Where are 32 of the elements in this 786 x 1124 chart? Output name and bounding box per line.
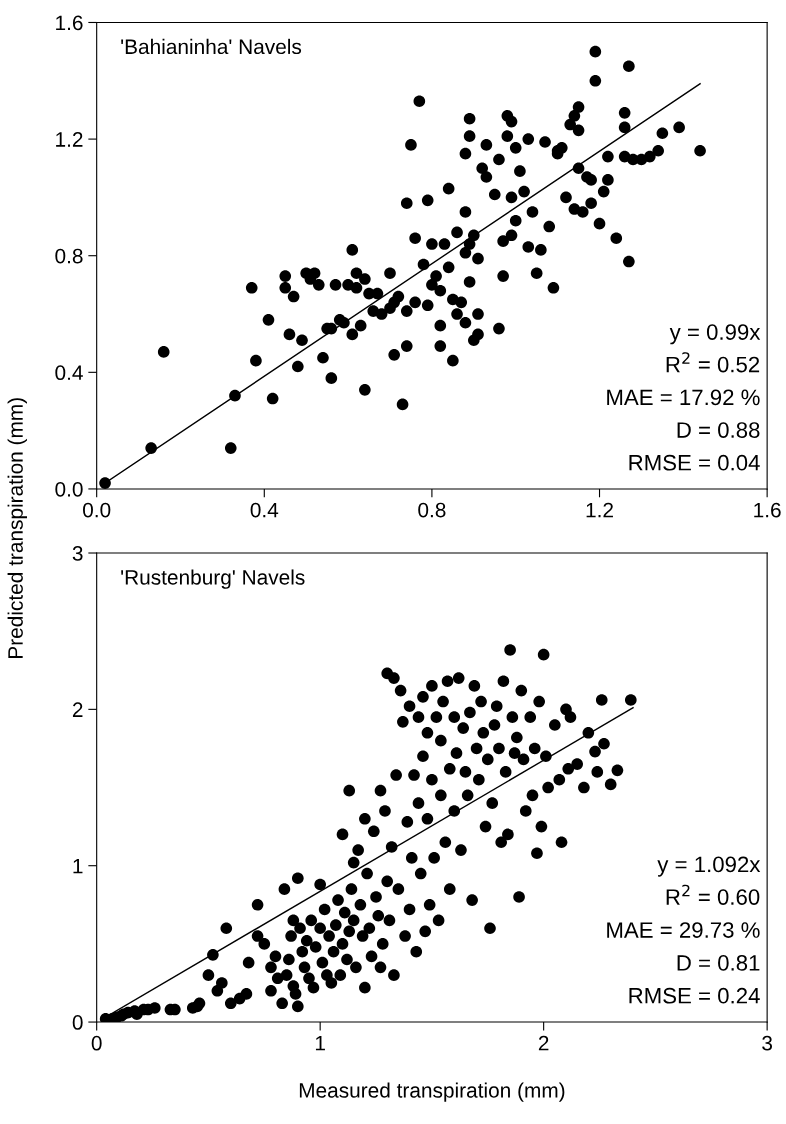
annotation: R$^{2}$ = 0.60 — [666, 884, 760, 905]
y-tick-label: 1 — [73, 858, 83, 874]
x-tick-label: 0 — [91, 1035, 102, 1051]
y-tick-label: 0.0 — [55, 481, 83, 497]
x-tick-label: 0.0 — [83, 502, 111, 518]
x-tick-label: 0.4 — [250, 502, 279, 518]
text: 'Bahianinha' Navels — [121, 38, 302, 55]
annotation: MAE = 17.92 % — [607, 389, 760, 406]
y-axis-title: Predicted transpiration (mm) — [7, 398, 27, 658]
y-tick-label: 1.2 — [56, 132, 83, 147]
x-tick-label: 3 — [762, 1035, 773, 1051]
x-tick-label: 1.2 — [586, 502, 613, 518]
annotation: y = 1.092x — [657, 856, 761, 877]
y-tick-label: 0 — [72, 1015, 83, 1030]
x-axis-title: Measured transpiration (mm) — [299, 1082, 565, 1102]
x-tick-label: 1.6 — [754, 502, 781, 518]
annotation: D = 0.81 — [677, 955, 760, 971]
x-tick-label: 0.8 — [418, 502, 446, 518]
annotation: RMSE = 0.04 — [629, 454, 760, 471]
annotation: MAE = 29.73 % — [607, 922, 760, 938]
y-tick-label: 0.8 — [55, 248, 83, 264]
text: 'Rustenburg' Navels — [121, 569, 305, 589]
annotation: RMSE = 0.24 — [629, 987, 760, 1004]
y-tick-label: 1.6 — [56, 15, 83, 31]
annotation: y = 0.99x — [669, 324, 761, 345]
x-tick-label: 1 — [315, 1036, 325, 1051]
y-tick-label: 2 — [72, 702, 83, 717]
y-tick-label: 0.4 — [55, 365, 83, 381]
x-tick-label: 2 — [538, 1035, 549, 1051]
annotation: R$^{2}$ = 0.52 — [666, 352, 760, 373]
y-tick-label: 3 — [72, 546, 83, 561]
annotation: D = 0.88 — [677, 422, 760, 438]
